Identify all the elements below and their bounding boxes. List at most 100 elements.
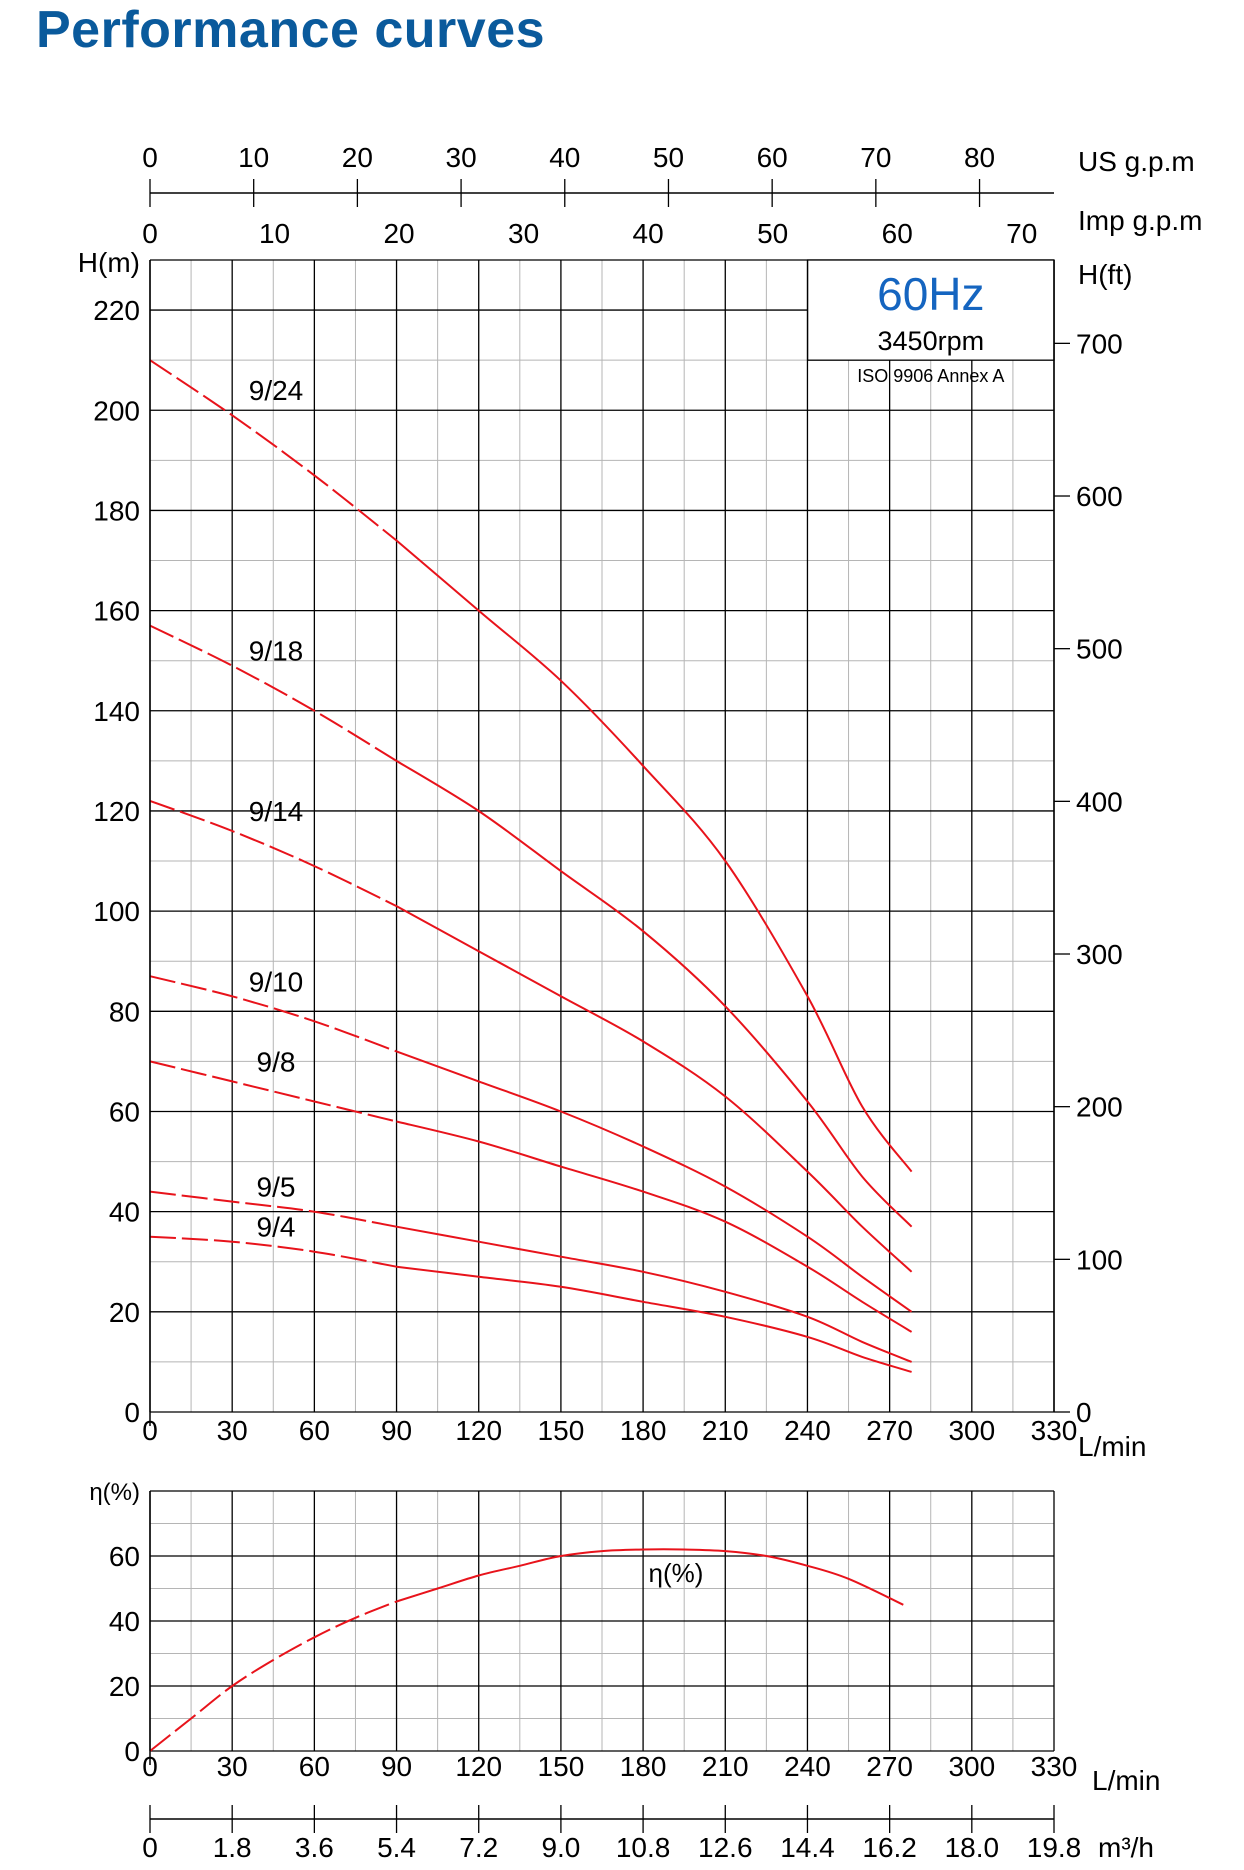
head-y-tick-label: 180 bbox=[93, 495, 140, 526]
us-gpm-tick-label: 50 bbox=[653, 142, 684, 173]
standard-label: ISO 9906 Annex A bbox=[857, 366, 1004, 386]
efficiency-curve-solid bbox=[396, 1548, 904, 1606]
head-x-tick-label: 240 bbox=[784, 1415, 831, 1446]
head-right-tick-label: 200 bbox=[1076, 1092, 1123, 1123]
curve-9-14-label: 9/14 bbox=[249, 796, 304, 827]
m3h-tick-label: 0 bbox=[142, 1832, 158, 1863]
head-x-tick-label: 150 bbox=[538, 1415, 585, 1446]
head-y-tick-label: 120 bbox=[93, 796, 140, 827]
efficiency-curve-label: η(%) bbox=[649, 1558, 704, 1588]
curve-9-18-dashed bbox=[149, 624, 398, 762]
frequency-label: 60Hz bbox=[877, 268, 984, 320]
curve-9-4-label: 9/4 bbox=[257, 1212, 296, 1243]
head-right-tick-label: 600 bbox=[1076, 481, 1123, 512]
efficiency-chart-grid bbox=[149, 1490, 1055, 1752]
imp-gpm-tick-label: 10 bbox=[259, 218, 290, 249]
head-chart-grid bbox=[149, 259, 1055, 1413]
m3h-tick-label: 3.6 bbox=[295, 1832, 334, 1863]
head-x-tick-label: 90 bbox=[381, 1415, 412, 1446]
efficiency-curve: η(%) bbox=[149, 1548, 904, 1752]
efficiency-x-tick-label: 150 bbox=[538, 1751, 585, 1782]
efficiency-y-tick-label: 20 bbox=[109, 1671, 140, 1702]
efficiency-x-tick-label: 240 bbox=[784, 1751, 831, 1782]
info-box: 60Hz 3450rpm ISO 9906 Annex A bbox=[806, 259, 1055, 386]
curve-9-24-solid bbox=[395, 539, 913, 1173]
head-y-tick-label: 140 bbox=[93, 696, 140, 727]
efficiency-y-tick-label: 40 bbox=[109, 1606, 140, 1637]
curve-9-10-label: 9/10 bbox=[249, 966, 304, 997]
head-right-tick-label: 500 bbox=[1076, 634, 1123, 665]
head-right-tick-label: 0 bbox=[1076, 1397, 1092, 1428]
head-x-tick-label: 330 bbox=[1031, 1415, 1078, 1446]
imp-gpm-tick-label: 0 bbox=[142, 218, 158, 249]
head-x-tick-label: 30 bbox=[217, 1415, 248, 1446]
head-y-tick-label: 60 bbox=[109, 1096, 140, 1127]
head-x-tick-label: 0 bbox=[142, 1415, 158, 1446]
efficiency-curve-dashed bbox=[149, 1600, 397, 1752]
curve-9-8-solid bbox=[396, 1120, 913, 1333]
head-y-tick-label: 20 bbox=[109, 1297, 140, 1328]
imp-gpm-tick-label: 60 bbox=[882, 218, 913, 249]
efficiency-x-axis-label: L/min bbox=[1092, 1765, 1160, 1796]
curve-9-14-dashed bbox=[149, 799, 397, 907]
head-y-tick-label: 80 bbox=[109, 996, 140, 1027]
imp-gpm-tick-label: 70 bbox=[1006, 218, 1037, 249]
efficiency-x-tick-label: 60 bbox=[299, 1751, 330, 1782]
efficiency-x-tick-label: 0 bbox=[142, 1751, 158, 1782]
m3h-tick-label: 10.8 bbox=[616, 1832, 671, 1863]
head-right-tick-label: 100 bbox=[1076, 1244, 1123, 1275]
efficiency-y-tick-label: 0 bbox=[124, 1736, 140, 1767]
curve-9-10-solid bbox=[396, 1050, 913, 1313]
axes-and-labels: 0 10 20 30 40 50 60 70 80 US g.p.m 0 10 20 30 40 50 60 70… bbox=[78, 142, 1203, 1863]
m3h-axis-label: m³/h bbox=[1098, 1832, 1154, 1863]
m3h-tick-label: 5.4 bbox=[377, 1832, 416, 1863]
efficiency-x-tick-label: 300 bbox=[948, 1751, 995, 1782]
head-right-axis-label: H(ft) bbox=[1078, 259, 1132, 290]
head-y-tick-label: 160 bbox=[93, 596, 140, 627]
efficiency-x-tick-label: 330 bbox=[1031, 1751, 1078, 1782]
m3h-tick-label: 1.8 bbox=[213, 1832, 252, 1863]
curve-9-4-solid bbox=[396, 1265, 912, 1373]
m3h-tick-label: 14.4 bbox=[780, 1832, 835, 1863]
m3h-tick-label: 12.6 bbox=[698, 1832, 753, 1863]
head-y-tick-label: 40 bbox=[109, 1197, 140, 1228]
curve-9-5-label: 9/5 bbox=[257, 1172, 296, 1203]
head-x-tick-label: 210 bbox=[702, 1415, 749, 1446]
head-y-axis-label: H(m) bbox=[78, 247, 140, 278]
m3h-tick-label: 19.8 bbox=[1027, 1832, 1082, 1863]
curve-9-4-dashed bbox=[149, 1235, 397, 1268]
efficiency-y-tick-label: 60 bbox=[109, 1541, 140, 1572]
head-right-tick-label: 300 bbox=[1076, 939, 1123, 970]
speed-label: 3450rpm bbox=[878, 326, 985, 356]
curve-9-18-solid bbox=[395, 760, 913, 1228]
imp-gpm-tick-label: 40 bbox=[633, 218, 664, 249]
imp-gpm-axis-label: Imp g.p.m bbox=[1078, 205, 1202, 236]
us-gpm-tick-label: 20 bbox=[342, 142, 373, 173]
efficiency-x-tick-label: 120 bbox=[455, 1751, 502, 1782]
head-y-tick-label: 100 bbox=[93, 896, 140, 927]
info-box-frame bbox=[806, 259, 1055, 361]
m3h-tick-label: 16.2 bbox=[862, 1832, 917, 1863]
head-x-tick-label: 270 bbox=[866, 1415, 913, 1446]
m3h-tick-label: 7.2 bbox=[459, 1832, 498, 1863]
curve-9-8-label: 9/8 bbox=[257, 1046, 296, 1077]
head-curves: 9/24 9/18 9/14 9/10 9/8 9/5 9/4 bbox=[149, 359, 913, 1373]
curve-9-24-label: 9/24 bbox=[249, 375, 304, 406]
curve-9-8-dashed bbox=[149, 1060, 397, 1123]
efficiency-x-tick-label: 270 bbox=[866, 1751, 913, 1782]
imp-gpm-tick-label: 30 bbox=[508, 218, 539, 249]
curve-9-24-dashed bbox=[149, 359, 398, 542]
us-gpm-tick-label: 30 bbox=[446, 142, 477, 173]
head-x-tick-label: 180 bbox=[620, 1415, 667, 1446]
curve-9-18-label: 9/18 bbox=[249, 636, 304, 667]
head-x-axis-label: L/min bbox=[1078, 1431, 1146, 1462]
imp-gpm-tick-label: 50 bbox=[757, 218, 788, 249]
curve-9-10-dashed bbox=[149, 975, 397, 1053]
efficiency-x-tick-label: 30 bbox=[217, 1751, 248, 1782]
imp-gpm-tick-label: 20 bbox=[383, 218, 414, 249]
curve-9-14-solid bbox=[396, 905, 913, 1273]
us-gpm-tick-label: 10 bbox=[238, 142, 269, 173]
us-gpm-tick-label: 80 bbox=[964, 142, 995, 173]
head-y-tick-label: 220 bbox=[93, 295, 140, 326]
